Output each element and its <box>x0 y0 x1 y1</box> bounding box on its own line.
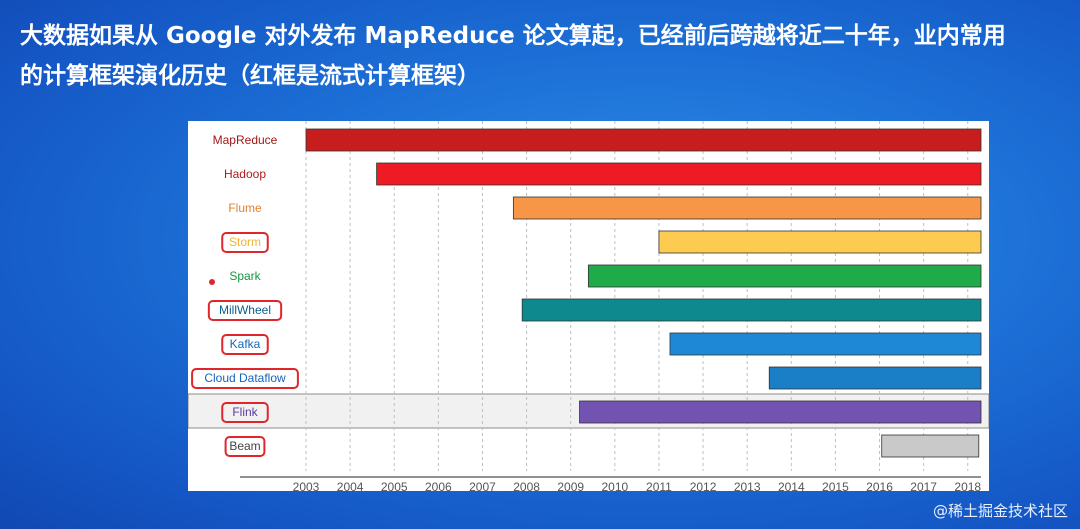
streaming-box-storm <box>221 232 269 253</box>
x-tick-label-2004: 2004 <box>337 480 364 491</box>
bar-flink <box>579 400 982 424</box>
title-line-1: 大数据如果从 Google 对外发布 MapReduce 论文算起，已经前后跨越… <box>20 23 1006 49</box>
x-tick-label-2017: 2017 <box>910 480 937 491</box>
label-spark: Spark <box>229 269 261 283</box>
streaming-box-kafka <box>221 334 269 355</box>
bar-hadoop <box>376 162 982 186</box>
x-tick-label-2013: 2013 <box>734 480 761 491</box>
label-cloud-dataflow: Cloud Dataflow <box>204 371 286 385</box>
title-line-2: 的计算框架演化历史（红框是流式计算框架） <box>20 63 480 89</box>
bar-millwheel <box>521 298 982 322</box>
x-tick-label-2018: 2018 <box>954 480 981 491</box>
x-tick-label-2012: 2012 <box>690 480 717 491</box>
x-tick-label-2007: 2007 <box>469 480 496 491</box>
x-tick-label-2016: 2016 <box>866 480 893 491</box>
bar-storm <box>658 230 982 254</box>
chart-panel: 2003 2004 2005 2006 2007 2008 2009 2010 2011 2012… <box>188 121 989 491</box>
x-tick-label-2010: 2010 <box>601 480 628 491</box>
streaming-box-beam <box>224 436 266 457</box>
bar-flume <box>512 196 982 220</box>
x-tick-label-2015: 2015 <box>822 480 849 491</box>
label-millwheel: MillWheel <box>219 303 271 317</box>
streaming-box-cloud-dataflow <box>191 368 299 389</box>
streaming-box-millwheel <box>207 300 283 321</box>
x-tick-label-2011: 2011 <box>646 480 672 491</box>
label-beam: Beam <box>229 439 260 453</box>
label-flink: Flink <box>232 405 258 419</box>
footer-credit: @稀土掘金技术社区 <box>932 502 1068 520</box>
x-tick-label-2009: 2009 <box>557 480 584 491</box>
label-kafka: Kafka <box>230 337 261 351</box>
label-storm: Storm <box>229 235 261 249</box>
bar-cloud-dataflow <box>768 366 982 390</box>
bar-mapreduce <box>305 128 982 152</box>
streaming-box-flink <box>221 402 269 423</box>
x-tick-label-2005: 2005 <box>381 480 408 491</box>
slide-title: 大数据如果从 Google 对外发布 MapReduce 论文算起，已经前后跨越… <box>20 16 1060 96</box>
x-tick-label-2003: 2003 <box>293 480 320 491</box>
label-flume: Flume <box>228 201 262 215</box>
x-tick-label-2008: 2008 <box>513 480 540 491</box>
label-hadoop: Hadoop <box>224 167 266 181</box>
bar-spark <box>587 264 982 288</box>
bar-beam <box>881 434 980 458</box>
marker-dot <box>209 279 215 285</box>
x-tick-label-2014: 2014 <box>778 480 805 491</box>
bar-kafka <box>669 332 982 356</box>
gantt-chart: 2003 2004 2005 2006 2007 2008 2009 2010 2011 2012… <box>188 121 989 491</box>
x-tick-label-2006: 2006 <box>425 480 452 491</box>
label-mapreduce: MapReduce <box>213 133 278 147</box>
